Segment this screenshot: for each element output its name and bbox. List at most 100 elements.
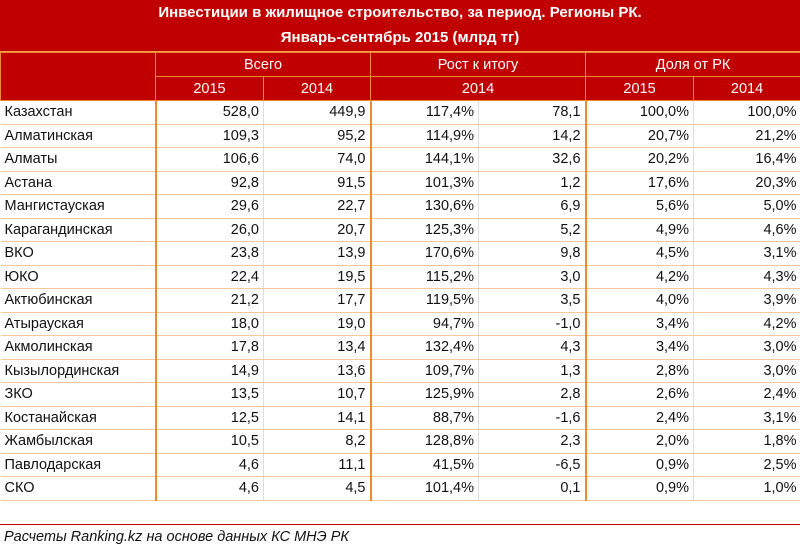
share-2014-cell: 2,5% <box>693 453 800 477</box>
table-row: Казахстан 528,0 449,9 117,4% 78,1 100,0% 100,0… <box>0 100 800 125</box>
header-region-blank <box>0 52 156 101</box>
growth-abs-cell: 14,2 <box>477 124 586 148</box>
share-2015-cell: 17,6% <box>584 171 694 195</box>
table-header: Всего Рост к итогу Доля от РК 2015 2014 … <box>0 52 800 101</box>
growth-pct-cell: 125,3% <box>369 218 479 242</box>
total-2015-cell: 22,4 <box>154 265 264 289</box>
share-2014-cell: 21,2% <box>693 124 800 148</box>
total-2014-cell: 10,7 <box>263 382 371 407</box>
share-2014-cell: 5,0% <box>693 194 800 219</box>
region-name-cell: ЗКО <box>0 382 156 407</box>
table-row: СКО 4,6 4,5 101,4% 0,1 0,9% 1,0% <box>0 476 800 501</box>
total-2015-cell: 106,6 <box>154 147 264 172</box>
source-note: Расчеты Ranking.kz на основе данных КС М… <box>0 524 800 549</box>
share-2014-cell: 4,3% <box>693 265 800 289</box>
growth-abs-cell: 4,3 <box>477 335 586 360</box>
growth-abs-cell: 3,5 <box>477 288 586 313</box>
total-2015-cell: 528,0 <box>154 100 264 125</box>
share-2014-cell: 3,9% <box>693 288 800 313</box>
growth-pct-cell: 125,9% <box>369 382 479 407</box>
region-name-cell: Карагандинская <box>0 218 156 242</box>
growth-abs-cell: -1,0 <box>477 312 586 336</box>
growth-abs-cell: 32,6 <box>477 147 586 172</box>
total-2015-cell: 4,6 <box>154 476 264 501</box>
total-2015-cell: 14,9 <box>154 359 264 383</box>
table-body: Казахстан 528,0 449,9 117,4% 78,1 100,0% 100,0… <box>0 100 800 501</box>
growth-pct-cell: 109,7% <box>369 359 479 383</box>
header-share-2014: 2014 <box>693 76 800 101</box>
total-2015-cell: 12,5 <box>154 406 264 430</box>
total-2014-cell: 20,7 <box>263 218 371 242</box>
growth-abs-cell: 1,3 <box>477 359 586 383</box>
header-growth-2014: 2014 <box>369 76 587 101</box>
region-name-cell: Мангистауская <box>0 194 156 219</box>
region-name-cell: Акмолинская <box>0 335 156 360</box>
region-name-cell: Кызылординская <box>0 359 156 383</box>
growth-pct-cell: 119,5% <box>369 288 479 313</box>
total-2015-cell: 26,0 <box>154 218 264 242</box>
header-total-2015: 2015 <box>155 76 264 101</box>
growth-abs-cell: 2,8 <box>477 382 586 407</box>
share-2015-cell: 100,0% <box>584 100 694 125</box>
region-name-cell: ЮКО <box>0 265 156 289</box>
total-2014-cell: 74,0 <box>263 147 371 172</box>
total-2015-cell: 18,0 <box>154 312 264 336</box>
header-group-share: Доля от РК <box>585 52 800 77</box>
header-total-2014: 2014 <box>263 76 371 101</box>
share-2015-cell: 3,4% <box>584 335 694 360</box>
table-title: Инвестиции в жилищное строительство, за … <box>0 0 800 52</box>
growth-abs-cell: 2,3 <box>477 429 586 454</box>
region-name-cell: Казахстан <box>0 100 156 125</box>
data-table: Всего Рост к итогу Доля от РК 2015 2014 … <box>0 52 800 501</box>
total-2015-cell: 4,6 <box>154 453 264 477</box>
share-2014-cell: 16,4% <box>693 147 800 172</box>
share-2015-cell: 4,5% <box>584 241 694 266</box>
header-group-growth: Рост к итогу <box>369 52 587 77</box>
growth-abs-cell: 3,0 <box>477 265 586 289</box>
share-2014-cell: 1,0% <box>693 476 800 501</box>
region-name-cell: Атырауская <box>0 312 156 336</box>
share-2015-cell: 2,6% <box>584 382 694 407</box>
region-name-cell: Жамбылская <box>0 429 156 454</box>
header-share-2015: 2015 <box>585 76 695 101</box>
growth-pct-cell: 117,4% <box>369 100 479 125</box>
share-2014-cell: 3,0% <box>693 335 800 360</box>
share-2015-cell: 20,2% <box>584 147 694 172</box>
growth-abs-cell: 5,2 <box>477 218 586 242</box>
growth-pct-cell: 94,7% <box>369 312 479 336</box>
total-2014-cell: 13,6 <box>263 359 371 383</box>
region-name-cell: Астана <box>0 171 156 195</box>
table-row: Костанайская 12,5 14,1 88,7% -1,6 2,4% 3,1% <box>0 406 800 430</box>
share-2015-cell: 0,9% <box>584 476 694 501</box>
share-2015-cell: 5,6% <box>584 194 694 219</box>
total-2015-cell: 92,8 <box>154 171 264 195</box>
total-2014-cell: 17,7 <box>263 288 371 313</box>
region-name-cell: Алматы <box>0 147 156 172</box>
region-name-cell: Павлодарская <box>0 453 156 477</box>
growth-abs-cell: 0,1 <box>477 476 586 501</box>
header-group-total: Всего <box>155 52 371 77</box>
total-2015-cell: 13,5 <box>154 382 264 407</box>
growth-pct-cell: 41,5% <box>369 453 479 477</box>
growth-abs-cell: 78,1 <box>477 100 586 125</box>
growth-pct-cell: 101,4% <box>369 476 479 501</box>
growth-abs-cell: -1,6 <box>477 406 586 430</box>
growth-pct-cell: 170,6% <box>369 241 479 266</box>
table-row: Кызылординская 14,9 13,6 109,7% 1,3 2,8% 3,0% <box>0 359 800 383</box>
table-row: ЮКО 22,4 19,5 115,2% 3,0 4,2% 4,3% <box>0 265 800 289</box>
total-2014-cell: 4,5 <box>263 476 371 501</box>
total-2014-cell: 14,1 <box>263 406 371 430</box>
region-name-cell: ВКО <box>0 241 156 266</box>
growth-pct-cell: 101,3% <box>369 171 479 195</box>
region-name-cell: СКО <box>0 476 156 501</box>
total-2014-cell: 13,9 <box>263 241 371 266</box>
growth-pct-cell: 114,9% <box>369 124 479 148</box>
share-2014-cell: 1,8% <box>693 429 800 454</box>
share-2015-cell: 4,2% <box>584 265 694 289</box>
table-row: Алматинская 109,3 95,2 114,9% 14,2 20,7% 21,2% <box>0 124 800 148</box>
table-row: Астана 92,8 91,5 101,3% 1,2 17,6% 20,3% <box>0 171 800 195</box>
table-row: ВКО 23,8 13,9 170,6% 9,8 4,5% 3,1% <box>0 241 800 266</box>
total-2015-cell: 109,3 <box>154 124 264 148</box>
share-2015-cell: 4,0% <box>584 288 694 313</box>
table-row: Алматы 106,6 74,0 144,1% 32,6 20,2% 16,4% <box>0 147 800 172</box>
